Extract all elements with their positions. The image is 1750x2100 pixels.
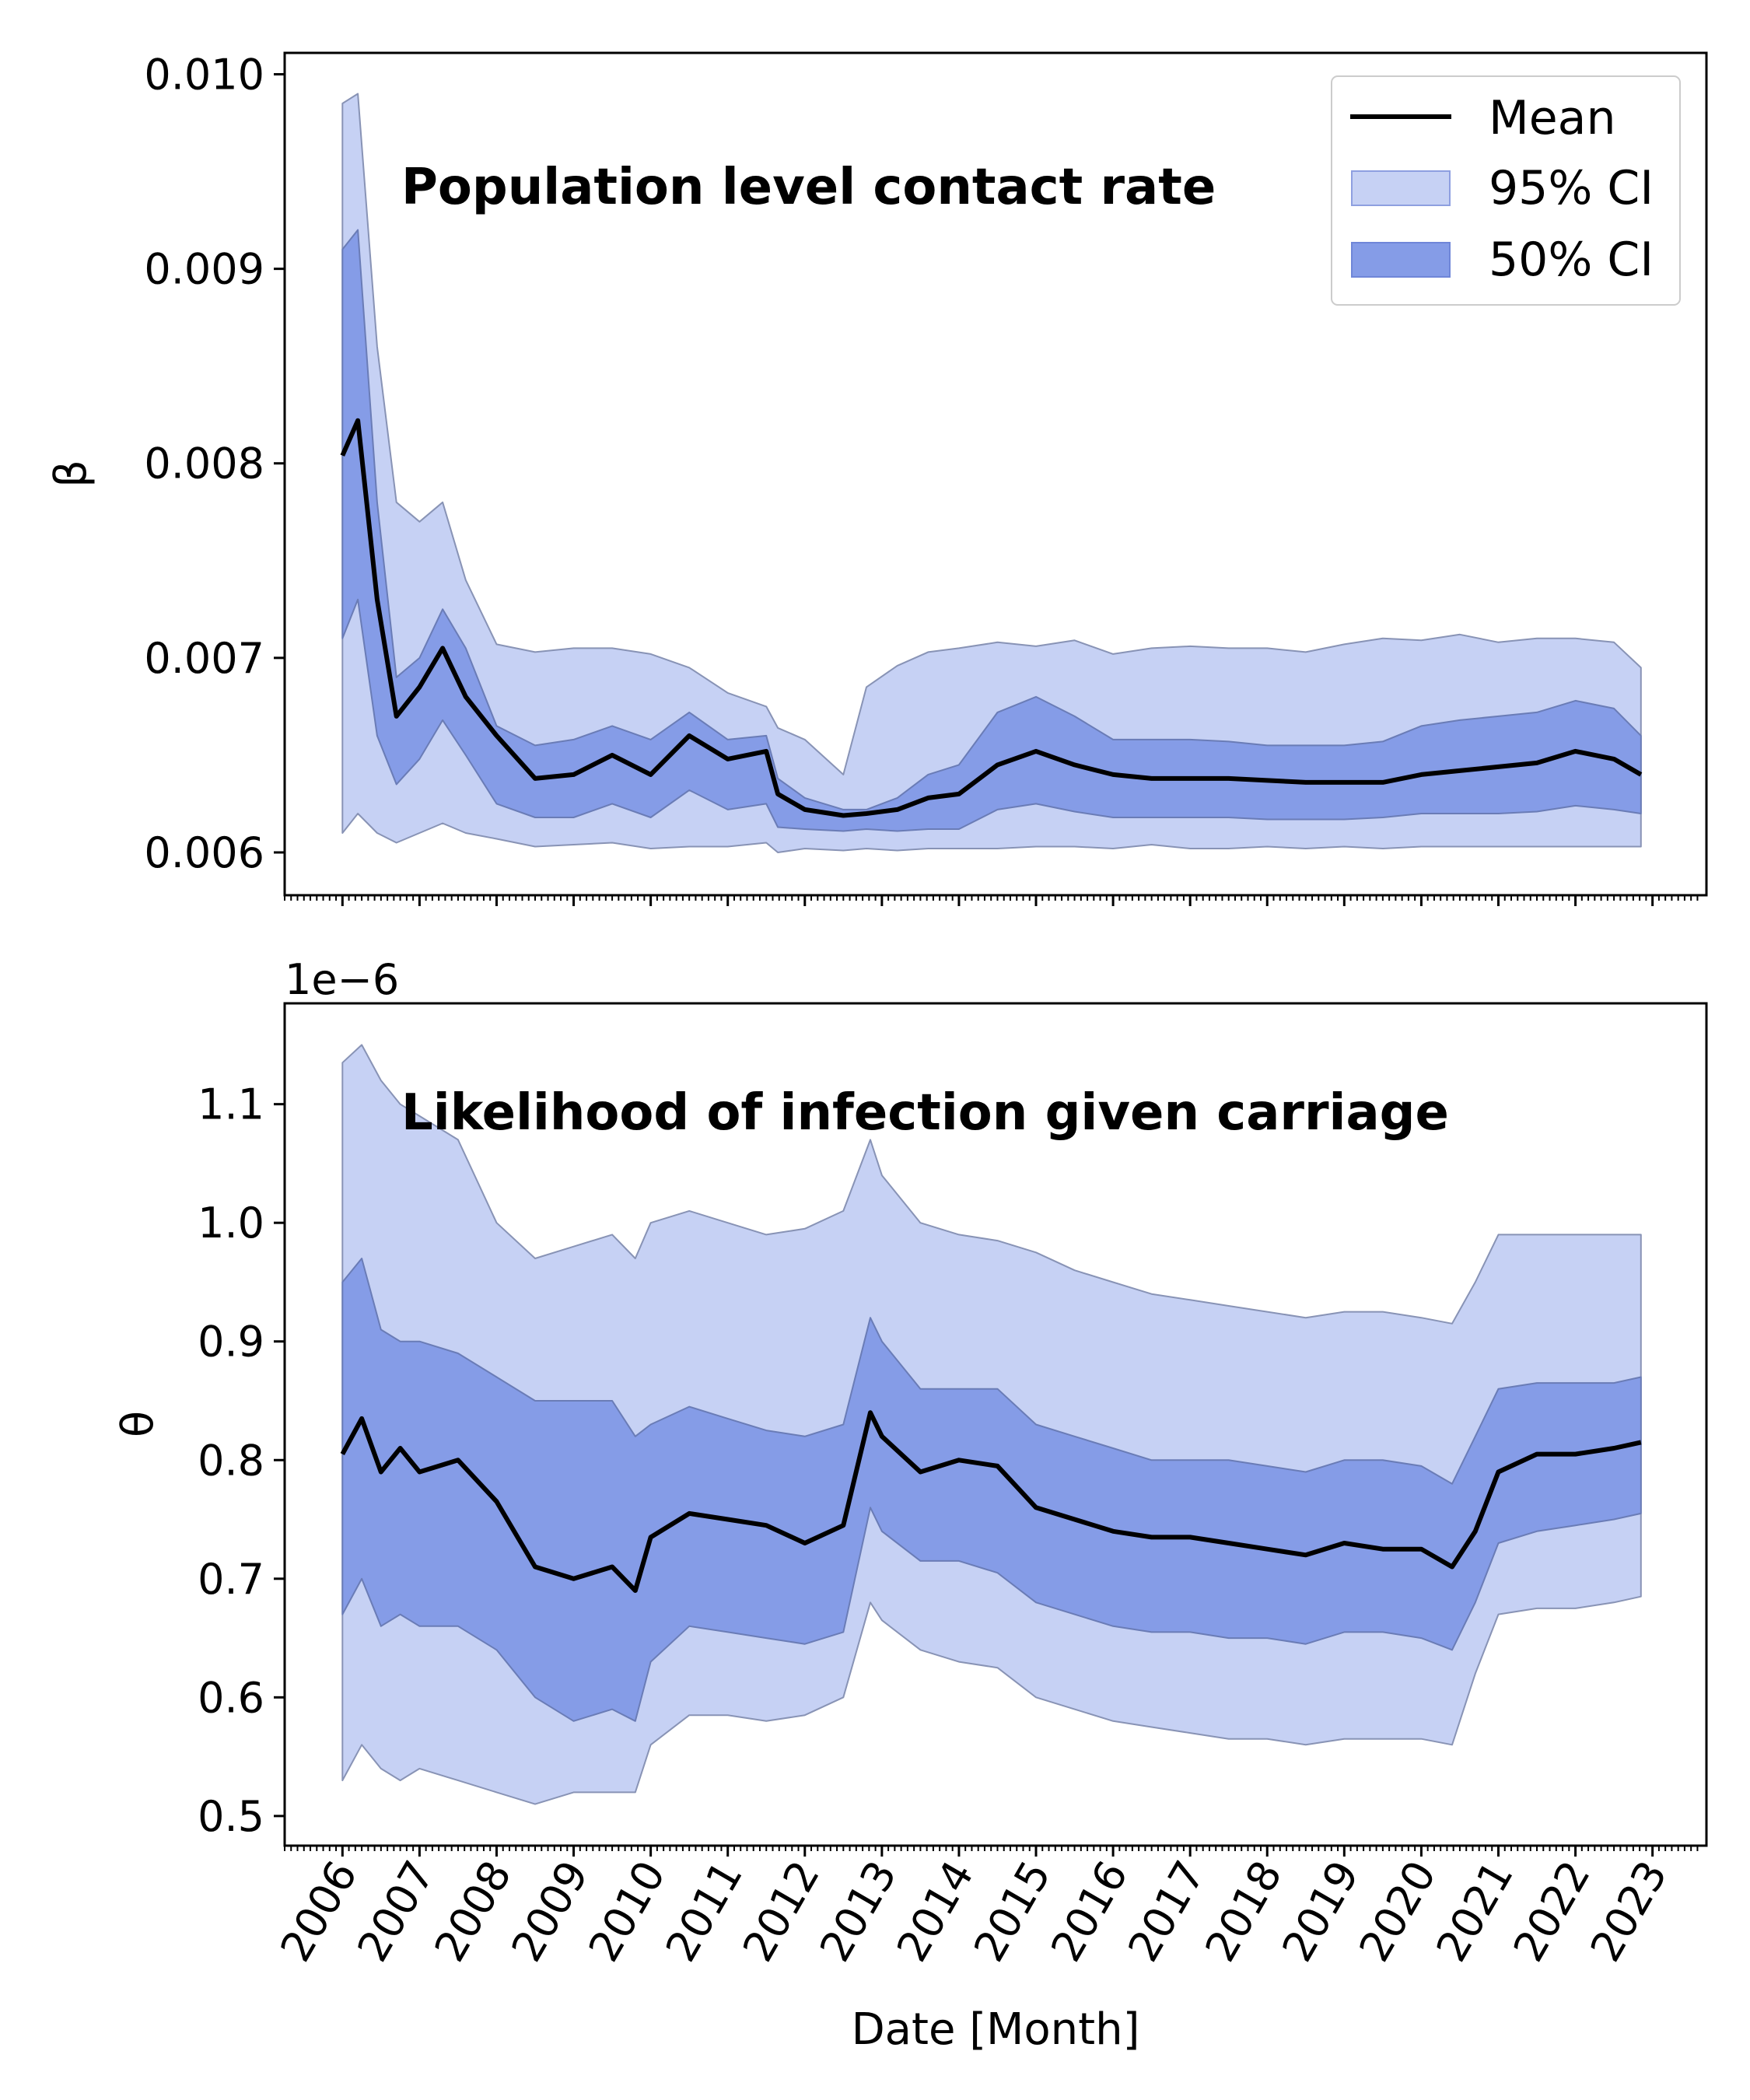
- infection-likelihood-frame: [283, 1002, 1708, 1847]
- infection-likelihood-yticks: 0.5 0.6 0.7 0.8 0.9 1.0 1.1: [198, 1080, 285, 1841]
- infection-likelihood-ci50-band: [341, 1258, 1642, 1722]
- contact-rate-frame: [283, 51, 1708, 897]
- infection-likelihood-ytick-label: 0.9: [198, 1318, 264, 1367]
- infection-likelihood-panel: 0.50.60.70.80.91.01.1 200620072008200920…: [113, 955, 1708, 2055]
- legend-50ci-swatch: [1351, 242, 1451, 278]
- y-offset-label: 1e−6: [285, 955, 399, 1004]
- infection-likelihood-title: Likelihood of infection given carriage: [401, 1084, 1449, 1142]
- contact-rate-ci95-band: [341, 93, 1642, 853]
- contact-rate-bands: [340, 93, 1643, 853]
- contact-rate-ytick-label: 0.007: [144, 634, 264, 683]
- infection-likelihood-ytick-label: 1.1: [198, 1080, 264, 1129]
- infection-likelihood-mean-line: [340, 1410, 1642, 1593]
- x-axis-label: Date [Month]: [852, 2004, 1140, 2055]
- contact-rate-xticks: [284, 895, 1699, 906]
- infection-likelihood-ytick-label: 0.8: [198, 1436, 264, 1485]
- contact-rate-title: Population level contact rate: [401, 159, 1216, 216]
- contact-rate-mean-line: [340, 418, 1643, 818]
- contact-rate-ytick-label: 0.009: [144, 245, 264, 294]
- contact-rate-ytick-label: 0.010: [144, 51, 264, 100]
- infection-likelihood-ylabel: θ: [113, 1411, 163, 1437]
- infection-likelihood-bands: [340, 1044, 1642, 1805]
- legend-mean-label: Mean: [1489, 91, 1615, 145]
- contact-rate-ylabel: β: [46, 460, 96, 488]
- legend-95ci-label: 95% CI: [1489, 161, 1654, 215]
- infection-likelihood-minor-xticks: [284, 1846, 1699, 1857]
- contact-rate-ci50-band: [341, 229, 1642, 832]
- contact-rate-yticks: 0.006 0.007 0.008 0.009 0.010: [144, 51, 285, 877]
- legend: Mean 95% CI 50% CI: [1331, 75, 1681, 306]
- infection-likelihood-ytick-label: 0.5: [198, 1792, 264, 1841]
- legend-95ci-swatch: [1351, 170, 1451, 206]
- contact-rate-axes-border: [283, 51, 1708, 897]
- contact-rate-ytick-label: 0.006: [144, 828, 264, 877]
- infection-likelihood-ytick-label: 0.6: [198, 1673, 264, 1722]
- infection-likelihood-ytick-label: 1.0: [198, 1199, 264, 1248]
- infection-likelihood-axes-border: [283, 1002, 1708, 1847]
- infection-likelihood-ytick-label: 0.7: [198, 1555, 264, 1604]
- contact-rate-panel: 0.006 0.007 0.008 0.009 0.010 β Population l…: [46, 51, 1708, 906]
- contact-rate-ytick-label: 0.008: [144, 439, 264, 488]
- legend-50ci-label: 50% CI: [1489, 233, 1654, 287]
